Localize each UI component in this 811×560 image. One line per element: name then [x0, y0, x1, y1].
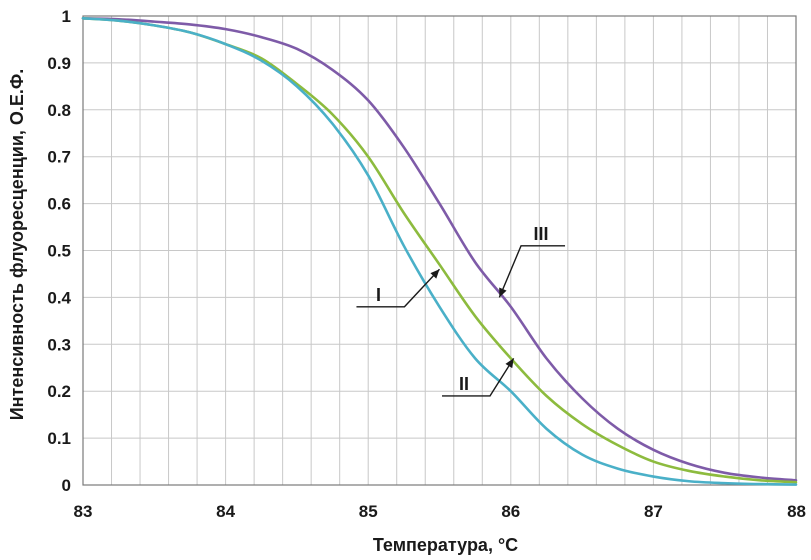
y-tick-label: 0.1 — [47, 429, 71, 448]
y-tick-label: 0.7 — [47, 148, 71, 167]
y-tick-label: 0.4 — [47, 288, 71, 307]
series-i-line — [81, 17, 798, 486]
arrowhead — [430, 269, 440, 279]
x-tick-label: 84 — [216, 502, 235, 521]
y-tick-label: 0.3 — [47, 335, 71, 354]
y-axis-title: Интенсивность флуоресценции, О.Е.Ф. — [7, 69, 27, 421]
y-axis-ticks: 0 0.1 0.2 0.3 0.4 0.5 0.6 0.7 0.8 0.9 1 — [47, 7, 71, 495]
series-label: III — [534, 224, 549, 244]
x-tick-label: 85 — [359, 502, 378, 521]
annotation-iii: III — [498, 224, 566, 298]
annotation-i: I — [356, 268, 441, 308]
annotation-leader-line — [442, 357, 515, 397]
annotation-leader-line — [498, 245, 566, 298]
series-group — [81, 17, 798, 486]
x-tick-label: 88 — [787, 502, 806, 521]
grid — [83, 16, 796, 485]
y-tick-label: 1 — [62, 7, 71, 26]
x-tick-label: 87 — [644, 502, 663, 521]
y-tick-label: 0 — [62, 476, 71, 495]
x-axis-ticks: 83 84 85 86 87 88 — [74, 502, 806, 521]
y-tick-label: 0.9 — [47, 54, 71, 73]
y-tick-label: 0.6 — [47, 195, 71, 214]
arrowhead — [499, 287, 507, 298]
series-iii-line — [81, 17, 798, 482]
x-axis-title: Температура, °C — [373, 535, 518, 555]
x-tick-label: 83 — [74, 502, 93, 521]
series-label: I — [376, 285, 381, 305]
x-tick-label: 86 — [501, 502, 520, 521]
y-tick-label: 0.2 — [47, 382, 71, 401]
series-label: II — [459, 374, 469, 394]
plot-frame — [82, 15, 797, 486]
y-tick-label: 0.8 — [47, 101, 71, 120]
y-tick-label: 0.5 — [47, 242, 71, 261]
annotation-ii: II — [442, 357, 515, 397]
annotation-leader-line — [356, 268, 441, 308]
arrowhead — [505, 358, 514, 369]
